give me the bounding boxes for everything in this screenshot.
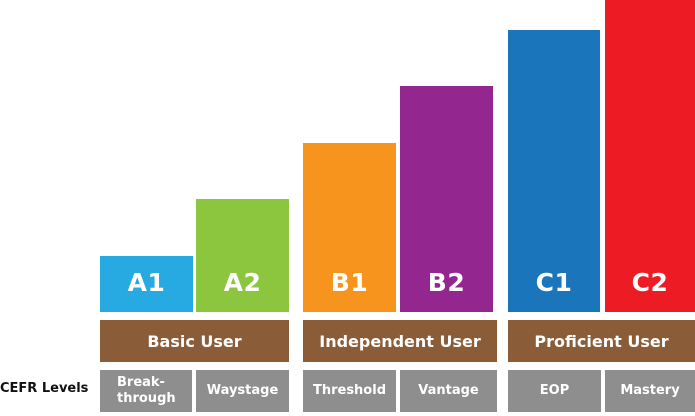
sublevel-label-mastery: Mastery	[620, 383, 680, 398]
sublevel-threshold: Threshold	[303, 370, 396, 412]
level-bar-a2: A2	[196, 199, 289, 312]
sublevel-breakthrough: Break- through	[100, 370, 192, 412]
level-label-b2: B2	[427, 268, 466, 297]
group-label-proficient-user: Proficient User	[534, 331, 669, 351]
group-independent-user: Independent User	[303, 320, 497, 362]
level-label-a2: A2	[223, 268, 262, 297]
sublevel-label-vantage: Vantage	[418, 383, 479, 398]
group-label-independent-user: Independent User	[319, 331, 481, 351]
level-label-c2: C2	[631, 268, 669, 297]
level-label-a1: A1	[127, 268, 166, 297]
sublevel-vantage: Vantage	[400, 370, 497, 412]
level-label-c1: C1	[535, 268, 573, 297]
sublevel-eop: EOP	[508, 370, 601, 412]
level-label-b1: B1	[330, 268, 369, 297]
sublevel-label-waystage: Waystage	[206, 383, 279, 398]
group-label-basic-user: Basic User	[147, 331, 242, 351]
group-proficient-user: Proficient User	[508, 320, 695, 362]
sublevel-label-threshold: Threshold	[312, 383, 387, 398]
cefr-levels-label: CEFR Levels	[0, 381, 89, 396]
sublevel-label-breakthrough: Break- through	[117, 375, 176, 406]
level-bar-a1: A1	[100, 255, 193, 312]
level-bar-b1: B1	[303, 142, 396, 312]
level-bar-b2: B2	[400, 86, 493, 312]
sublevel-mastery: Mastery	[605, 370, 695, 412]
sublevel-waystage: Waystage	[196, 370, 289, 412]
sublevel-label-eop: EOP	[539, 383, 570, 398]
level-bar-c2: C2	[605, 0, 695, 312]
level-bar-c1: C1	[508, 29, 600, 312]
group-basic-user: Basic User	[100, 320, 289, 362]
